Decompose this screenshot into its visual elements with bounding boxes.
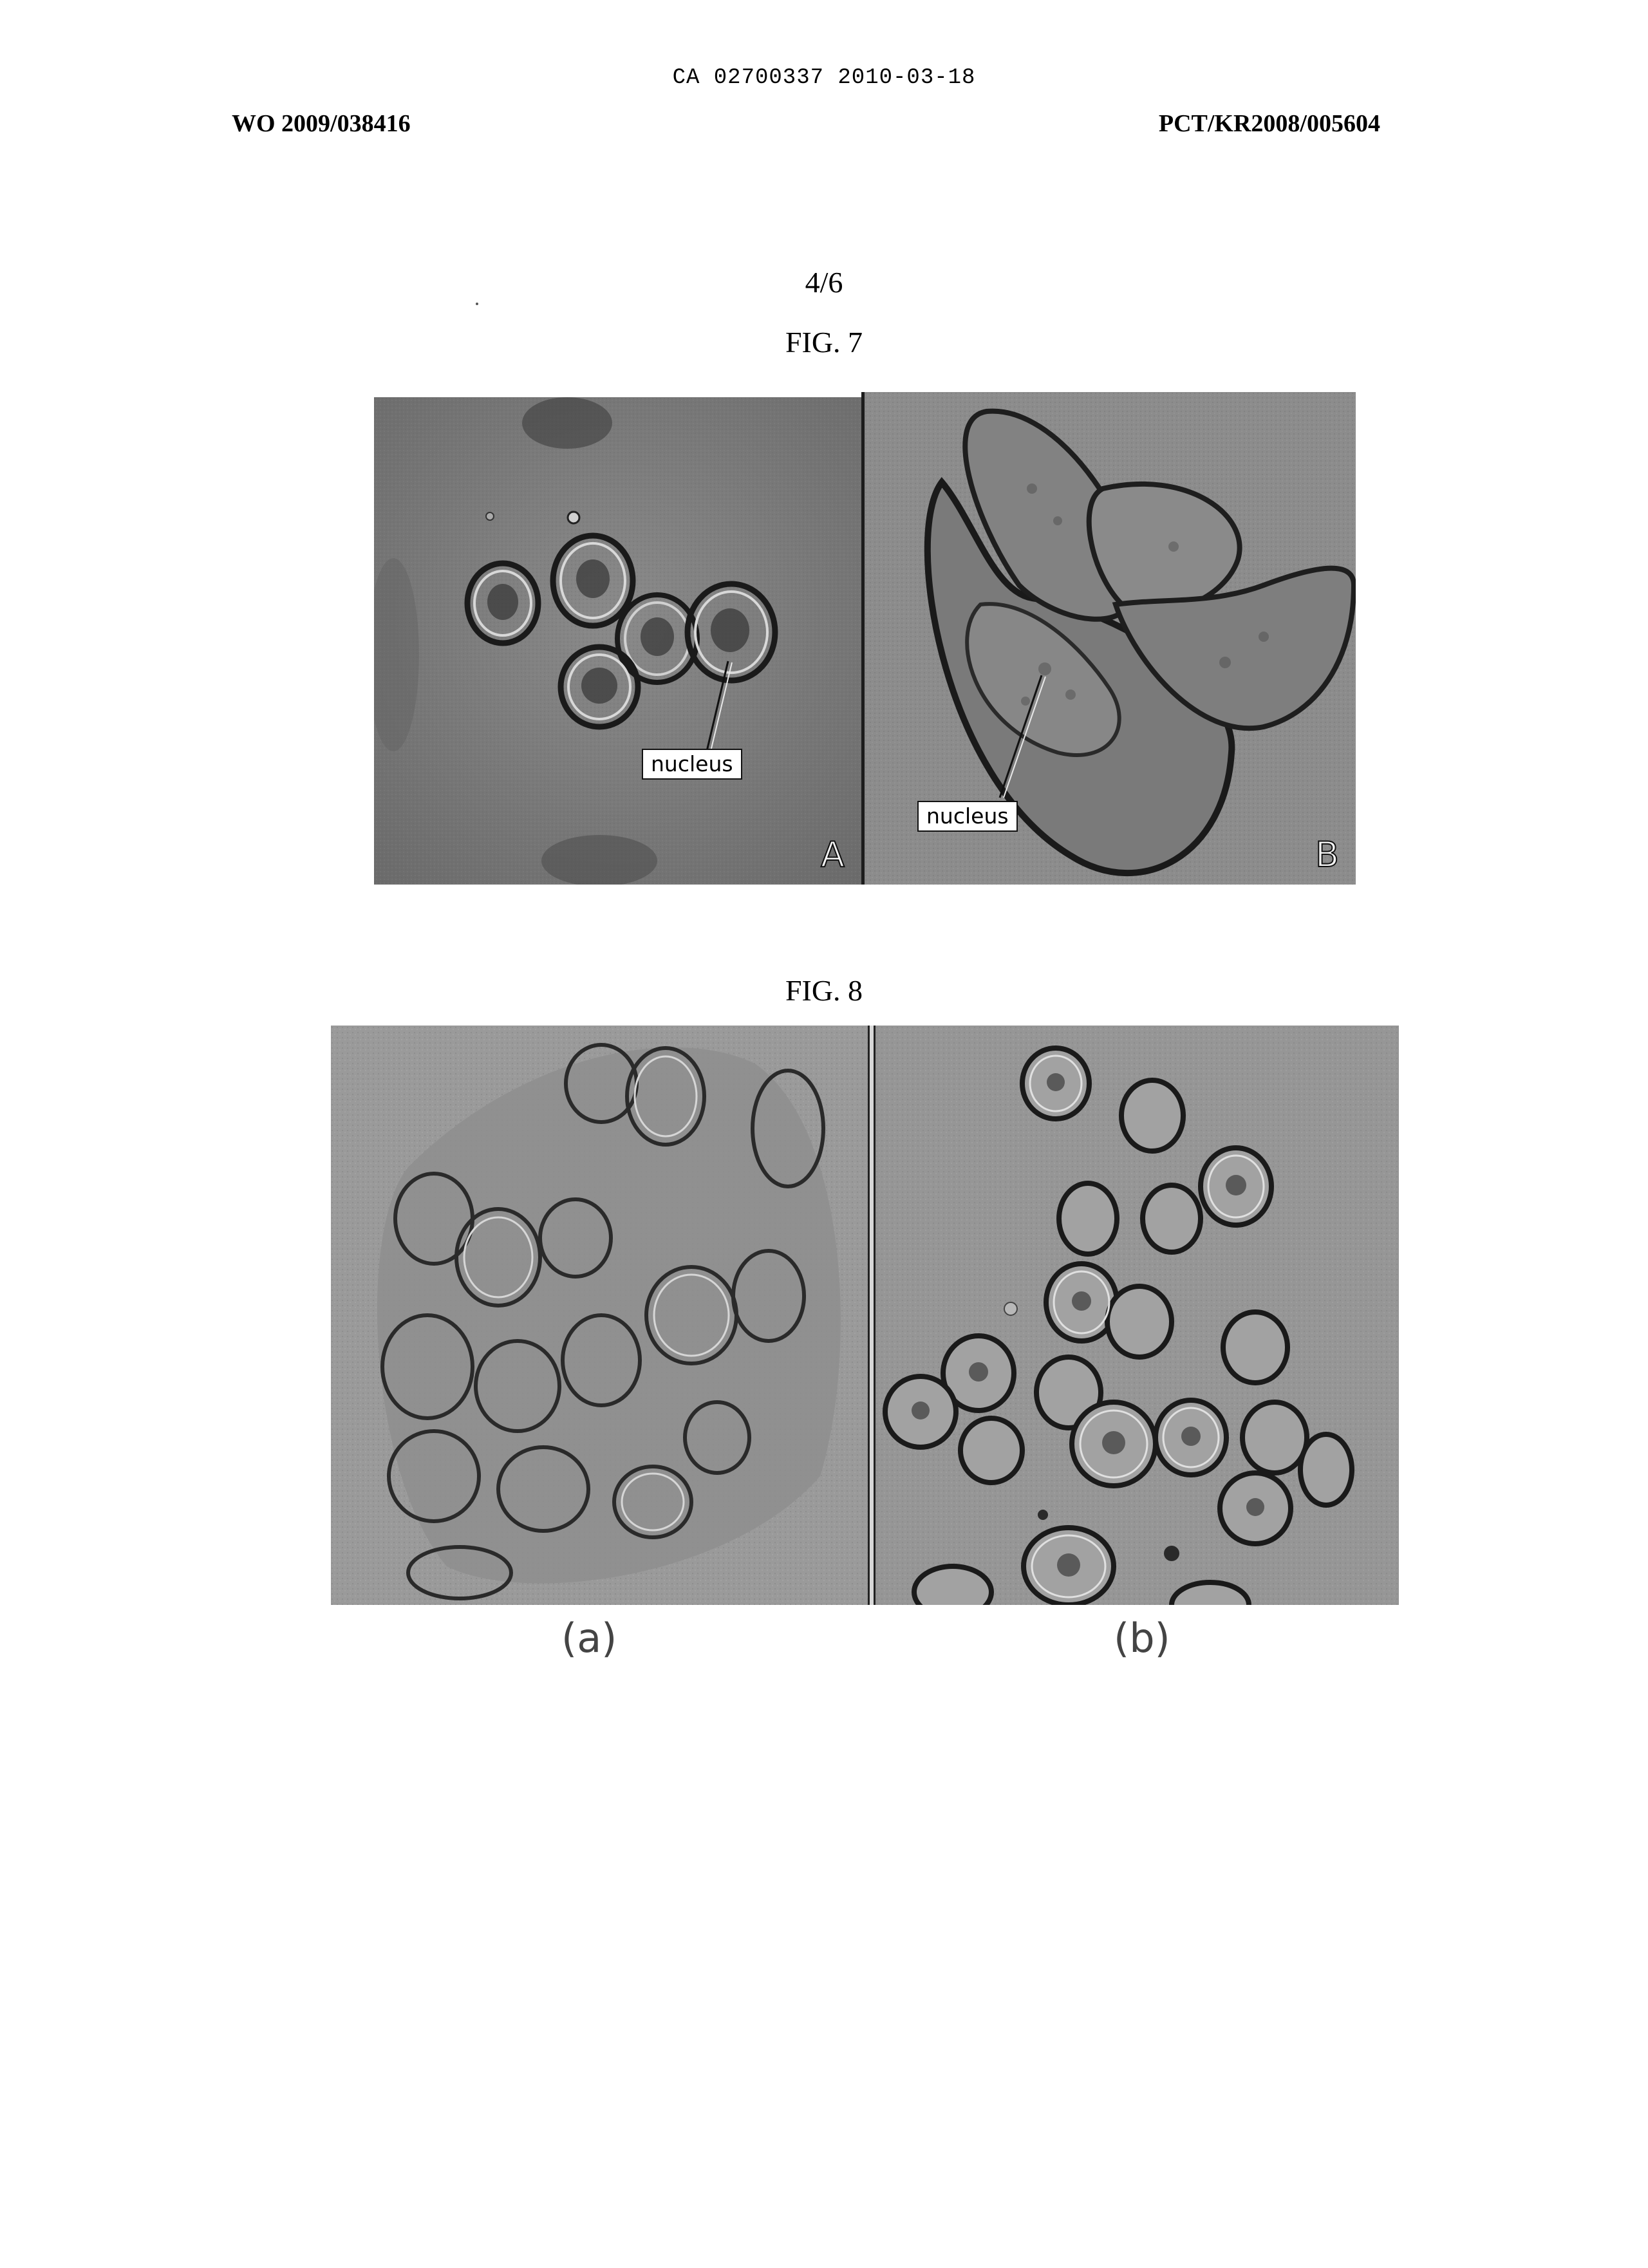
fig8-sublabel-b: (b): [1114, 1615, 1170, 1662]
panel-letter-a: A: [821, 834, 845, 875]
document-code: CA 02700337 2010-03-18: [0, 66, 1648, 90]
fig8-panel-a-micrograph: [331, 1026, 868, 1605]
scan-speck: [476, 303, 478, 305]
fig8-panel-divider: [868, 1026, 876, 1605]
fig8-panel-b-micrograph: [876, 1026, 1399, 1605]
fig7-panel-divider: [861, 392, 865, 885]
fig8-sublabel-a: (a): [561, 1615, 617, 1662]
nucleus-label: nucleus: [917, 801, 1018, 832]
application-number: PCT/KR2008/005604: [1159, 109, 1380, 138]
panel-letter-b: B: [1315, 834, 1339, 875]
sheet-number: 4/6: [0, 265, 1648, 299]
figure-8-title: FIG. 8: [0, 973, 1648, 1007]
publication-number: WO 2009/038416: [232, 109, 411, 138]
nucleus-label: nucleus: [642, 749, 742, 780]
figure-7-title: FIG. 7: [0, 325, 1648, 359]
fig7-panel-a-micrograph: [374, 397, 861, 885]
